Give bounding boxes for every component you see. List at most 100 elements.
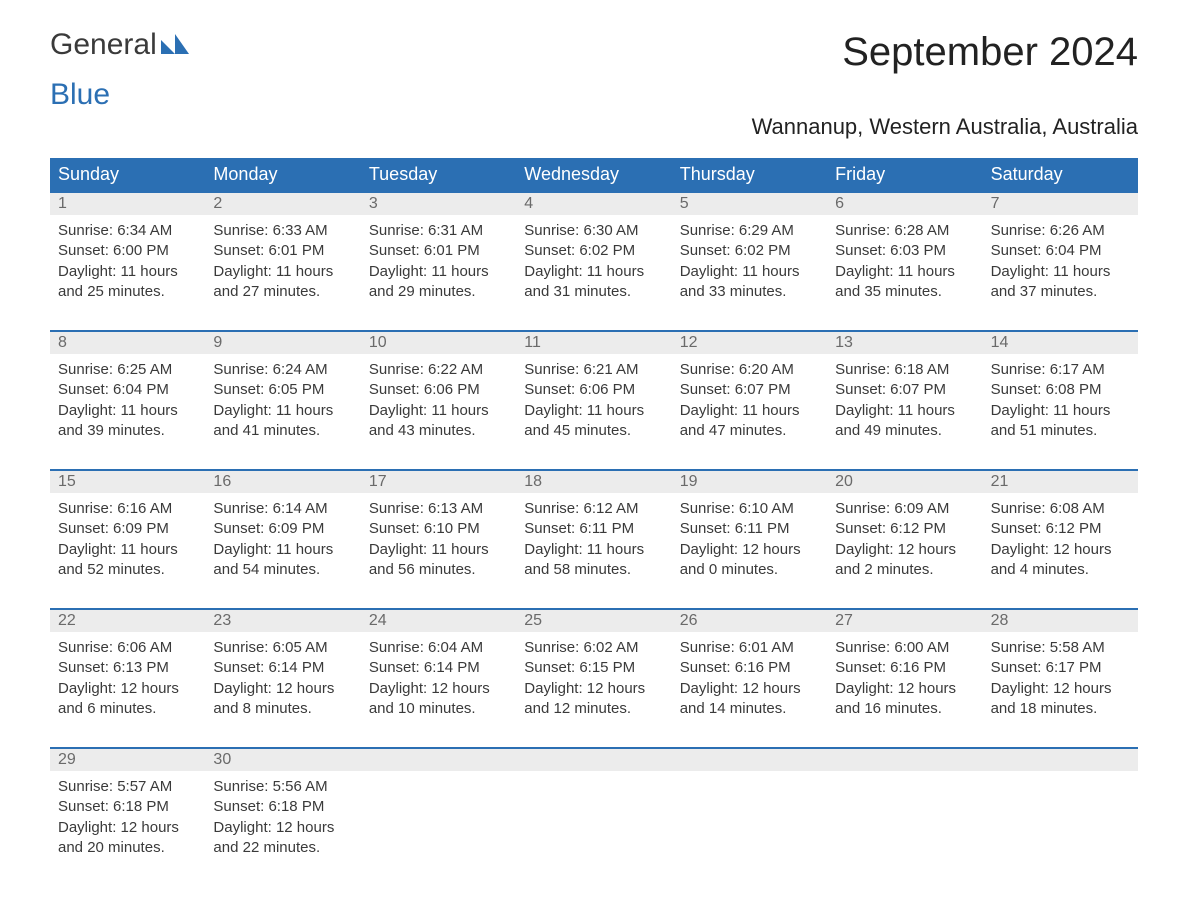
sunrise-text: Sunrise: 6:05 AM bbox=[213, 638, 352, 658]
daylight-text: Daylight: 11 hours and 35 minutes. bbox=[835, 262, 974, 303]
day-number: 9 bbox=[205, 332, 360, 354]
sunset-text: Sunset: 6:16 PM bbox=[835, 658, 974, 678]
dow-saturday: Saturday bbox=[983, 158, 1138, 191]
calendar-day: Sunrise: 6:14 AMSunset: 6:09 PMDaylight:… bbox=[205, 493, 360, 590]
sunset-text: Sunset: 6:18 PM bbox=[213, 797, 352, 817]
calendar: Sunday Monday Tuesday Wednesday Thursday… bbox=[50, 158, 1138, 868]
day-number bbox=[827, 749, 982, 771]
daynum-row: 2930 bbox=[50, 749, 1138, 771]
sunset-text: Sunset: 6:02 PM bbox=[524, 241, 663, 261]
calendar-day-empty bbox=[516, 771, 671, 868]
sunrise-text: Sunrise: 6:09 AM bbox=[835, 499, 974, 519]
sunset-text: Sunset: 6:14 PM bbox=[369, 658, 508, 678]
day-number: 5 bbox=[672, 193, 827, 215]
day-body: Sunrise: 6:09 AMSunset: 6:12 PMDaylight:… bbox=[827, 493, 982, 580]
sunset-text: Sunset: 6:05 PM bbox=[213, 380, 352, 400]
day-body: Sunrise: 5:57 AMSunset: 6:18 PMDaylight:… bbox=[50, 771, 205, 858]
daylight-text: Daylight: 12 hours and 16 minutes. bbox=[835, 679, 974, 720]
calendar-day: Sunrise: 5:58 AMSunset: 6:17 PMDaylight:… bbox=[983, 632, 1138, 729]
sunrise-text: Sunrise: 6:18 AM bbox=[835, 360, 974, 380]
day-body: Sunrise: 6:20 AMSunset: 6:07 PMDaylight:… bbox=[672, 354, 827, 441]
daylight-text: Daylight: 11 hours and 56 minutes. bbox=[369, 540, 508, 581]
sunrise-text: Sunrise: 6:04 AM bbox=[369, 638, 508, 658]
day-body: Sunrise: 6:18 AMSunset: 6:07 PMDaylight:… bbox=[827, 354, 982, 441]
sunset-text: Sunset: 6:15 PM bbox=[524, 658, 663, 678]
sunset-text: Sunset: 6:07 PM bbox=[835, 380, 974, 400]
day-body: Sunrise: 6:17 AMSunset: 6:08 PMDaylight:… bbox=[983, 354, 1138, 441]
sunrise-text: Sunrise: 6:10 AM bbox=[680, 499, 819, 519]
sunset-text: Sunset: 6:00 PM bbox=[58, 241, 197, 261]
calendar-day: Sunrise: 6:26 AMSunset: 6:04 PMDaylight:… bbox=[983, 215, 1138, 312]
day-number: 20 bbox=[827, 471, 982, 493]
day-number: 1 bbox=[50, 193, 205, 215]
daylight-text: Daylight: 11 hours and 27 minutes. bbox=[213, 262, 352, 303]
sunrise-text: Sunrise: 6:34 AM bbox=[58, 221, 197, 241]
calendar-day-empty bbox=[672, 771, 827, 868]
sunset-text: Sunset: 6:09 PM bbox=[58, 519, 197, 539]
daylight-text: Daylight: 12 hours and 12 minutes. bbox=[524, 679, 663, 720]
sunrise-text: Sunrise: 6:25 AM bbox=[58, 360, 197, 380]
day-body: Sunrise: 5:56 AMSunset: 6:18 PMDaylight:… bbox=[205, 771, 360, 858]
day-number: 22 bbox=[50, 610, 205, 632]
calendar-day-empty bbox=[827, 771, 982, 868]
sunset-text: Sunset: 6:06 PM bbox=[369, 380, 508, 400]
day-number: 13 bbox=[827, 332, 982, 354]
sunrise-text: Sunrise: 6:00 AM bbox=[835, 638, 974, 658]
sunset-text: Sunset: 6:03 PM bbox=[835, 241, 974, 261]
sunset-text: Sunset: 6:08 PM bbox=[991, 380, 1130, 400]
daylight-text: Daylight: 11 hours and 43 minutes. bbox=[369, 401, 508, 442]
page-title: September 2024 bbox=[842, 30, 1138, 75]
day-number: 30 bbox=[205, 749, 360, 771]
day-body: Sunrise: 6:33 AMSunset: 6:01 PMDaylight:… bbox=[205, 215, 360, 302]
calendar-day: Sunrise: 6:09 AMSunset: 6:12 PMDaylight:… bbox=[827, 493, 982, 590]
dow-sunday: Sunday bbox=[50, 158, 205, 191]
calendar-day: Sunrise: 6:30 AMSunset: 6:02 PMDaylight:… bbox=[516, 215, 671, 312]
calendar-day: Sunrise: 5:56 AMSunset: 6:18 PMDaylight:… bbox=[205, 771, 360, 868]
day-number: 11 bbox=[516, 332, 671, 354]
daylight-text: Daylight: 11 hours and 45 minutes. bbox=[524, 401, 663, 442]
calendar-day-empty bbox=[361, 771, 516, 868]
sunset-text: Sunset: 6:14 PM bbox=[213, 658, 352, 678]
daylight-text: Daylight: 11 hours and 41 minutes. bbox=[213, 401, 352, 442]
day-body: Sunrise: 6:02 AMSunset: 6:15 PMDaylight:… bbox=[516, 632, 671, 719]
sunset-text: Sunset: 6:04 PM bbox=[58, 380, 197, 400]
calendar-week: 891011121314Sunrise: 6:25 AMSunset: 6:04… bbox=[50, 330, 1138, 451]
day-number: 25 bbox=[516, 610, 671, 632]
daylight-text: Daylight: 12 hours and 4 minutes. bbox=[991, 540, 1130, 581]
calendar-day: Sunrise: 6:02 AMSunset: 6:15 PMDaylight:… bbox=[516, 632, 671, 729]
sunset-text: Sunset: 6:13 PM bbox=[58, 658, 197, 678]
calendar-day: Sunrise: 6:22 AMSunset: 6:06 PMDaylight:… bbox=[361, 354, 516, 451]
calendar-day: Sunrise: 6:28 AMSunset: 6:03 PMDaylight:… bbox=[827, 215, 982, 312]
daylight-text: Daylight: 11 hours and 33 minutes. bbox=[680, 262, 819, 303]
sunrise-text: Sunrise: 6:13 AM bbox=[369, 499, 508, 519]
day-body: Sunrise: 5:58 AMSunset: 6:17 PMDaylight:… bbox=[983, 632, 1138, 719]
daylight-text: Daylight: 12 hours and 8 minutes. bbox=[213, 679, 352, 720]
day-body: Sunrise: 6:25 AMSunset: 6:04 PMDaylight:… bbox=[50, 354, 205, 441]
sunset-text: Sunset: 6:09 PM bbox=[213, 519, 352, 539]
dow-header: Sunday Monday Tuesday Wednesday Thursday… bbox=[50, 158, 1138, 191]
day-number: 6 bbox=[827, 193, 982, 215]
sunrise-text: Sunrise: 6:22 AM bbox=[369, 360, 508, 380]
daynum-row: 891011121314 bbox=[50, 332, 1138, 354]
calendar-day: Sunrise: 6:21 AMSunset: 6:06 PMDaylight:… bbox=[516, 354, 671, 451]
sunrise-text: Sunrise: 6:06 AM bbox=[58, 638, 197, 658]
calendar-day: Sunrise: 6:33 AMSunset: 6:01 PMDaylight:… bbox=[205, 215, 360, 312]
daylight-text: Daylight: 11 hours and 47 minutes. bbox=[680, 401, 819, 442]
sunset-text: Sunset: 6:17 PM bbox=[991, 658, 1130, 678]
day-number: 23 bbox=[205, 610, 360, 632]
daylight-text: Daylight: 11 hours and 29 minutes. bbox=[369, 262, 508, 303]
day-number: 3 bbox=[361, 193, 516, 215]
daynum-row: 15161718192021 bbox=[50, 471, 1138, 493]
sunrise-text: Sunrise: 5:58 AM bbox=[991, 638, 1130, 658]
sunrise-text: Sunrise: 6:17 AM bbox=[991, 360, 1130, 380]
day-number: 29 bbox=[50, 749, 205, 771]
day-body: Sunrise: 6:12 AMSunset: 6:11 PMDaylight:… bbox=[516, 493, 671, 580]
day-body: Sunrise: 6:24 AMSunset: 6:05 PMDaylight:… bbox=[205, 354, 360, 441]
sunrise-text: Sunrise: 6:24 AM bbox=[213, 360, 352, 380]
sunrise-text: Sunrise: 6:14 AM bbox=[213, 499, 352, 519]
day-number bbox=[672, 749, 827, 771]
day-body: Sunrise: 6:05 AMSunset: 6:14 PMDaylight:… bbox=[205, 632, 360, 719]
sunrise-text: Sunrise: 6:20 AM bbox=[680, 360, 819, 380]
sunset-text: Sunset: 6:01 PM bbox=[369, 241, 508, 261]
sunset-text: Sunset: 6:01 PM bbox=[213, 241, 352, 261]
